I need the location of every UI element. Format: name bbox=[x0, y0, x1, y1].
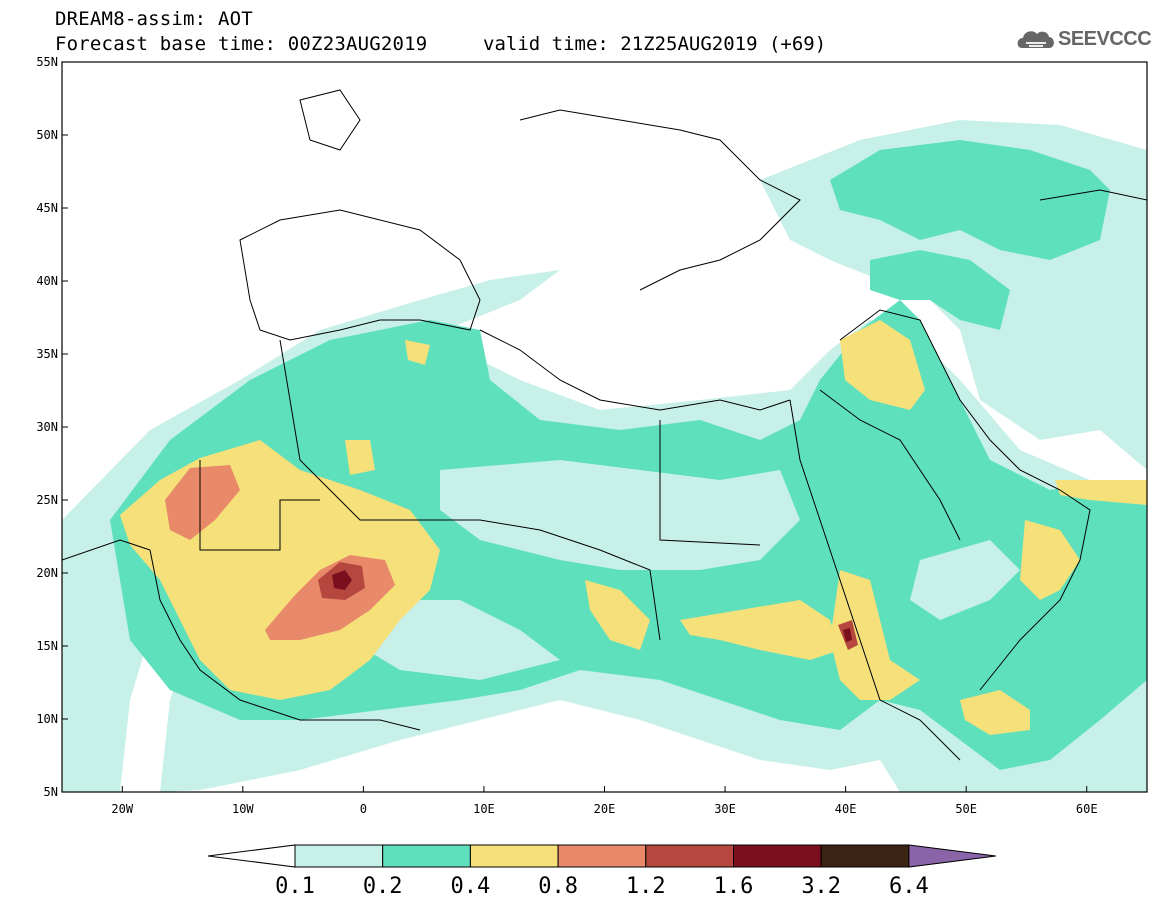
map-ticks: 20W 10W 0 10E 20E 30E 40E 50E 60E 5N 10N 15N 20N 25N 3… bbox=[36, 55, 1097, 816]
colorbar-label: 0.8 bbox=[538, 874, 578, 899]
y-tick-label: 25N bbox=[36, 493, 58, 507]
coastlines bbox=[62, 89, 1147, 761]
x-tick-label: 20E bbox=[594, 802, 616, 816]
x-tick-label: 20W bbox=[111, 802, 133, 816]
y-tick-label: 5N bbox=[44, 785, 58, 799]
logo-text: SEEVCCC bbox=[1058, 28, 1152, 50]
y-tick-label: 40N bbox=[36, 274, 58, 288]
x-tick-label: 30E bbox=[714, 802, 736, 816]
valid-time: valid time: 21Z25AUG2019 (+69) bbox=[483, 33, 827, 55]
y-tick-label: 15N bbox=[36, 639, 58, 653]
colorbar-label: 1.2 bbox=[626, 874, 666, 899]
colorbar-labels: 0.1 0.2 0.4 0.8 1.2 1.6 3.2 6.4 bbox=[275, 874, 929, 899]
colorbar-label: 0.4 bbox=[451, 874, 491, 899]
colorbar-box bbox=[557, 844, 647, 868]
x-tick-label: 50E bbox=[955, 802, 977, 816]
colorbar-box bbox=[645, 844, 734, 868]
y-tick-label: 50N bbox=[36, 128, 58, 142]
map-title: DREAM8-assim: AOT bbox=[55, 8, 253, 30]
colorbar-label: 3.2 bbox=[801, 874, 841, 899]
colorbar-label: 0.2 bbox=[363, 874, 403, 899]
colorbar-box bbox=[294, 844, 384, 868]
x-tick-label: 40E bbox=[835, 802, 857, 816]
colorbar-label: 0.1 bbox=[275, 874, 315, 899]
colorbar-max-arrow bbox=[908, 844, 996, 868]
colorbar-box bbox=[733, 844, 822, 868]
colorbar-label: 1.6 bbox=[714, 874, 754, 899]
forecast-base-time: Forecast base time: 00Z23AUG2019 bbox=[55, 33, 428, 55]
cloud-icon bbox=[1017, 31, 1054, 48]
colorbar-box bbox=[820, 844, 910, 868]
x-tick-label: 10E bbox=[473, 802, 495, 816]
y-tick-label: 35N bbox=[36, 347, 58, 361]
y-tick-label: 55N bbox=[36, 55, 58, 69]
colorbar-boxes bbox=[207, 844, 996, 868]
colorbar-min-arrow bbox=[207, 844, 296, 868]
y-tick-label: 10N bbox=[36, 712, 58, 726]
x-tick-label: 0 bbox=[360, 802, 367, 816]
aot-field bbox=[62, 89, 1147, 792]
y-tick-label: 45N bbox=[36, 201, 58, 215]
y-tick-label: 30N bbox=[36, 420, 58, 434]
colorbar-box bbox=[382, 844, 471, 868]
colorbar-label: 6.4 bbox=[889, 874, 929, 899]
colorbar-box bbox=[469, 844, 559, 868]
x-tick-label: 10W bbox=[232, 802, 254, 816]
y-tick-label: 20N bbox=[36, 566, 58, 580]
x-tick-label: 60E bbox=[1076, 802, 1098, 816]
